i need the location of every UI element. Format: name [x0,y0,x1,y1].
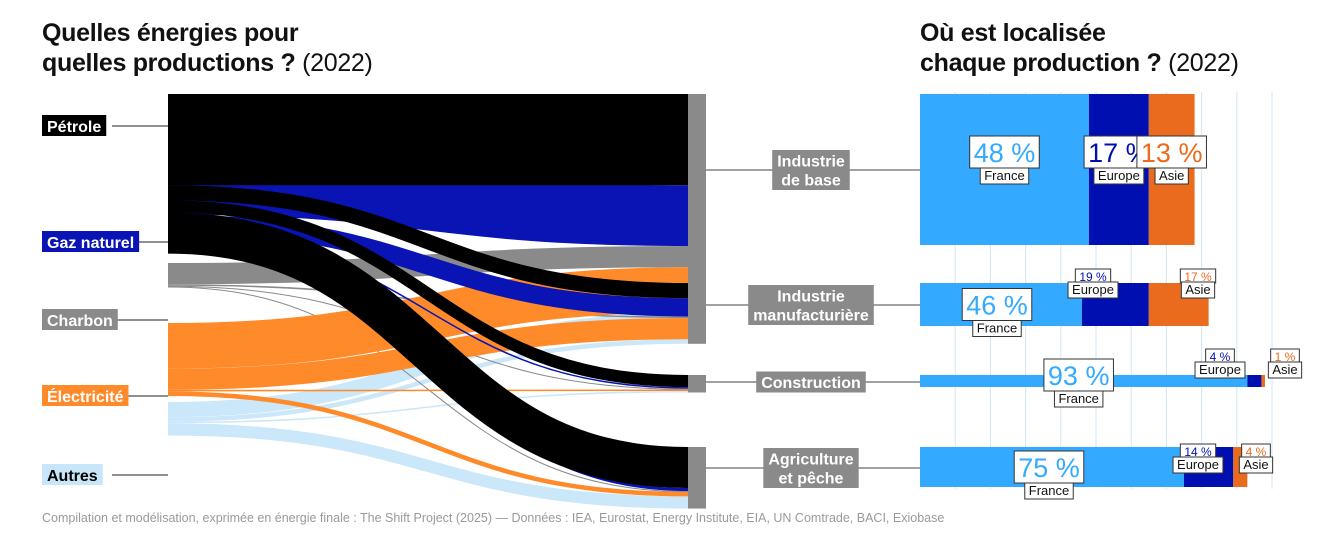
bar-series-box [979,167,1030,185]
bar-series-label: Europe [1098,168,1140,183]
bar-series-box [1154,167,1189,185]
source-label-bg-charbon [42,309,118,330]
target-label-line: Agriculture [768,452,853,469]
bar-value-box [969,135,1040,169]
target-label-manu: Industrie manufacturière [748,285,874,325]
bar-value-box [1013,450,1085,484]
target-node-agri [688,447,706,509]
bar-series-box [1267,361,1303,379]
left-title-line1: Quelles énergies pour [42,19,299,47]
sankey-link-petrole-manu [167,185,689,299]
target-label-line: manufacturière [753,308,869,325]
bar-series-box [1180,281,1216,299]
bar-series-box [1194,361,1246,379]
sankey-link-petrole-constr [167,200,689,388]
bar-value-box [1043,358,1114,392]
bar-value-label: 75 % [1018,453,1080,483]
sankey-links [167,93,689,509]
bar-series-label: Europe [1072,282,1114,297]
bar-series-label: France [984,168,1024,183]
bar-series-box [972,320,1022,337]
bar-series-label: Asie [1185,282,1210,297]
sankey-link-charbon-agri [167,286,689,493]
bar-segment-asie [1261,375,1265,387]
bar-series-box [1067,281,1119,299]
bar-value-label: 48 % [974,138,1036,168]
source-label-autres: Autres [47,468,98,485]
right-chart-title: Où est localisée chaque production ? (20… [920,18,1300,78]
bar-series-box [1172,456,1224,474]
bar-group-2: 93 %France 4 %Europe 1 %Asie [920,348,1303,408]
bar-value-label: 4 % [1246,445,1267,459]
target-label-constr: Construction [756,371,866,393]
sankey-link-autres-constr [167,390,689,424]
right-title-year: (2022) [1161,49,1239,77]
bar-series-label: France [1029,483,1069,498]
bar-value-label: 17 % [1184,270,1212,284]
bar-series-label: Asie [1243,457,1268,472]
source-label-bg-electricite [42,385,129,406]
source-label-bg-autres [42,464,103,485]
sankey-link-electricite-agri [167,391,689,497]
left-chart-title: Quelles énergies pour quelles production… [42,18,462,78]
bar-group-3: 75 %France 14 %Europe 4 %Asie [920,443,1274,500]
left-title-line2: quelles productions ? [42,49,296,77]
bar-value-label: 1 % [1275,350,1296,364]
bar-series-label: Asie [1272,362,1297,377]
source-note: Compilation et modélisation, exprimée en… [42,511,945,525]
target-label-bg [748,285,874,325]
target-label-bg [763,448,859,488]
right-title-line2: chaque production ? [920,49,1162,77]
sankey-link-petrole-agri [167,212,689,489]
target-label-line: Industrie [777,154,845,171]
source-label-bg-petrole [42,115,107,136]
bar-value-label: 93 % [1048,361,1110,391]
sankey-link-autres-manu [167,339,689,422]
target-node-constr [688,375,706,393]
bar-value-label: 4 % [1210,350,1231,364]
sankey-link-gaz-base [167,154,689,246]
right-title-line1: Où est localisée [920,19,1106,47]
bar-group-1: 46 %France 19 %Europe 17 %Asie [920,268,1217,337]
bar-series-label: Europe [1199,362,1241,377]
source-label-electricite: Électricité [47,387,124,406]
target-label-base: Industrie de base [772,150,850,190]
source-label-gaz: Gaz naturel [47,235,134,252]
target-label-line: de base [781,173,841,190]
bar-value-box [961,288,1033,321]
target-label-bg [772,150,850,190]
bar-value-label: 14 % [1184,445,1212,459]
target-node-manu [688,283,706,344]
bar-series-label: Europe [1177,457,1219,472]
source-label-bg-gaz [42,231,140,252]
bar-series-box [1093,167,1145,185]
bar-series-box [1024,482,1074,500]
sankey-link-autres-agri [167,423,689,509]
left-title-year: (2022) [295,49,373,77]
target-node-base [688,94,706,329]
bar-series-box [1238,456,1274,474]
bar-segment-europe [1247,375,1262,387]
bar-series-box [1053,390,1104,408]
target-label-line: Industrie [777,289,845,306]
bar-value-box [1136,135,1207,169]
bar-value-label: 46 % [966,291,1028,321]
target-label-agri: Agriculture et pêche [763,448,859,488]
bar-value-label: 19 % [1079,270,1107,284]
bar-series-label: France [977,321,1017,336]
bar-value-label: 13 % [1141,138,1203,168]
target-label-bg [756,371,866,393]
source-label-petrole: Pétrole [47,119,101,136]
target-label-line: et pêche [779,471,844,488]
source-label-charbon: Charbon [47,313,113,330]
bar-series-label: Asie [1159,168,1184,183]
target-label-line: Construction [761,375,861,392]
bar-series-label: France [1058,391,1098,406]
